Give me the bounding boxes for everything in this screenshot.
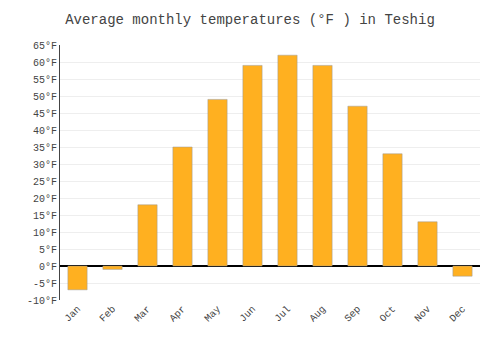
svg-text:Jan: Jan [63, 304, 84, 325]
svg-text:May: May [203, 304, 224, 325]
svg-text:5°F: 5°F [39, 245, 57, 256]
svg-text:Aug: Aug [308, 304, 329, 325]
svg-text:35°F: 35°F [33, 143, 57, 154]
svg-text:60°F: 60°F [33, 58, 57, 69]
svg-text:Dec: Dec [448, 304, 469, 325]
svg-text:50°F: 50°F [33, 92, 57, 103]
svg-text:-10°F: -10°F [27, 296, 57, 307]
svg-text:Jun: Jun [238, 304, 259, 325]
svg-text:Mar: Mar [133, 304, 154, 325]
svg-text:Jul: Jul [273, 304, 294, 325]
svg-text:40°F: 40°F [33, 126, 57, 137]
svg-text:Sep: Sep [343, 304, 364, 325]
svg-text:25°F: 25°F [33, 177, 57, 188]
svg-text:15°F: 15°F [33, 211, 57, 222]
svg-text:0°F: 0°F [39, 262, 57, 273]
svg-text:45°F: 45°F [33, 109, 57, 120]
svg-text:55°F: 55°F [33, 75, 57, 86]
svg-text:Nov: Nov [413, 304, 434, 325]
svg-text:Apr: Apr [168, 304, 189, 325]
svg-text:20°F: 20°F [33, 194, 57, 205]
svg-text:-5°F: -5°F [33, 279, 57, 290]
svg-text:Oct: Oct [378, 304, 399, 325]
svg-text:Average monthly temperatures (: Average monthly temperatures (°F ) in Te… [65, 12, 435, 28]
svg-text:Feb: Feb [98, 304, 119, 325]
svg-text:30°F: 30°F [33, 160, 57, 171]
svg-text:65°F: 65°F [33, 41, 57, 52]
svg-text:10°F: 10°F [33, 228, 57, 239]
